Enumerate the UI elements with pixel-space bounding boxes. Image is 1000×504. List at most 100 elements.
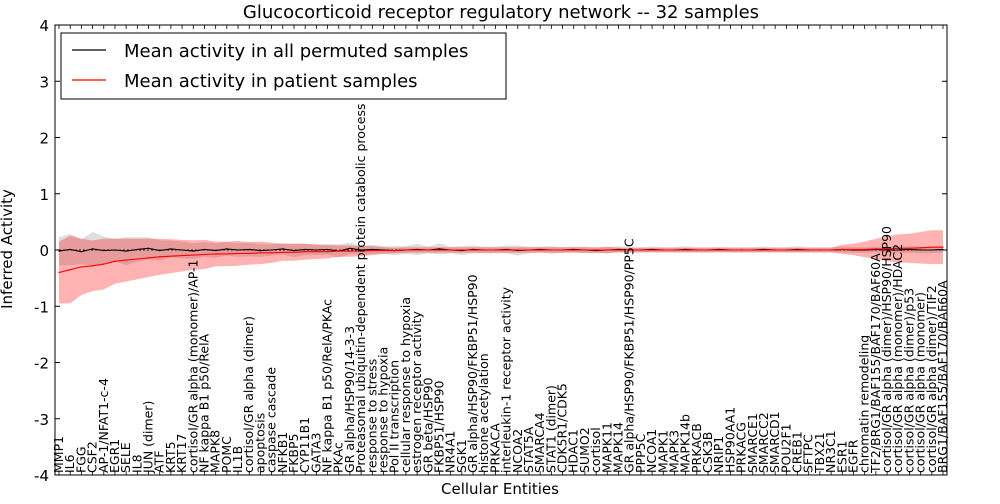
x-tick-label: POMC [219,436,234,473]
patient-point-7 [136,258,138,260]
x-tick-label: SGK1 [454,439,469,473]
patient-point-31 [405,249,407,251]
patient-point-4 [103,263,105,265]
patient-point-19 [271,252,273,254]
patient-point-37 [472,249,474,251]
patient-point-77 [920,247,922,249]
x-tick-label: GATA3 [308,433,323,473]
x-tick-label: cortisol/GR alpha (dimer)/TIF2 [924,285,939,473]
x-tick-label: SELE [118,442,133,473]
x-tick-label: cortisol [588,427,603,473]
x-tick-label: STAT1 (dimer) [543,385,558,473]
x-tick-label: CSF2 [85,441,100,473]
x-tick-label: STAT5A [521,426,536,473]
permuted-point-3 [91,248,94,250]
x-tick-label: FKBP5 [286,434,301,473]
x-tick-label: EGR1 [107,439,122,473]
x-tick-label: CSK3B [700,432,715,473]
x-tick-label: caspase cascade [264,367,279,473]
patient-point-27 [360,250,362,252]
patient-point-30 [394,249,396,252]
permuted-point-16 [237,249,239,251]
patient-point-8 [147,257,150,259]
x-tick-label: NF kappa B1 p50/RelA [197,333,212,473]
patient-point-61 [740,249,743,251]
x-tick-label: NF kappa B1 p50/RelA/PKAc [320,299,335,473]
permuted-point-74 [886,249,888,251]
patient-point-13 [203,253,206,256]
x-tick-label: interleukin-1 receptor activity [499,286,514,473]
y-tick-label: -4 [34,467,49,485]
x-tick-label: PRKACA [487,423,502,473]
x-tick-label: cortisol/GR alpha (dimer)/p53 [901,288,916,473]
patient-point-40 [505,249,508,251]
x-tick-label: cellular response to hypoxia [398,297,413,473]
permuted-point-26 [349,247,351,249]
patient-point-44 [550,249,552,251]
patient-point-73 [875,248,877,250]
y-tick-label: 3 [39,73,49,91]
patient-point-2 [80,266,82,268]
patient-mean-line [58,246,943,274]
patient-point-38 [483,249,485,251]
x-tick-label: HSP90AA1 [722,407,737,473]
y-tick-label: 2 [39,130,49,148]
patient-point-11 [181,255,183,257]
patient-point-67 [808,249,810,251]
patient-point-50 [617,249,620,251]
x-tick-label: AP-1/NFAT1-c-4 [96,378,111,473]
x-tick-label: NCOA2 [510,429,525,473]
x-tick-label: MAPK1 [655,430,670,473]
x-tick-label: SUMO2 [577,427,592,473]
y-tick-label: 4 [39,17,49,35]
plot-area [55,230,947,304]
patient-point-3 [91,265,94,267]
patient-point-18 [259,252,262,254]
permuted-point-24 [326,248,329,251]
y-tick-label: -2 [34,355,49,373]
patient-point-62 [752,249,754,251]
patient-point-28 [371,249,373,252]
permuted-point-0 [58,250,60,252]
x-tick-label: BRG1/BAF155/BAF170/BAF60A [935,280,950,473]
x-tick-label: GR alpha/HSP90/14-3-3 [342,326,357,473]
permuted-point-34 [438,248,441,250]
x-tick-label: MAPK3 [666,430,681,473]
patient-point-74 [886,248,888,250]
permuted-point-22 [304,248,306,251]
x-tick-label: FGG [73,446,88,473]
patient-point-34 [438,249,441,251]
patient-point-32 [416,249,418,251]
patient-point-66 [796,249,799,251]
patient-point-72 [864,248,866,251]
x-tick-label: GR alpha/HSP90/FKBP51/HSP90/PP5C [622,238,637,473]
patient-point-5 [114,260,116,262]
patient-point-69 [830,249,832,251]
x-tick-label: CREB1 [790,431,805,473]
patient-point-64 [774,249,776,251]
x-tick-label: NR3C1 [823,430,838,473]
permuted-point-8 [147,247,150,249]
patient-point-79 [942,246,944,248]
x-tick-label: GR alpha/HSP90/FKBP51/HSP90 [465,274,480,473]
x-tick-label: PRKACG [734,422,749,473]
x-tick-label: Proteasomal ubiquitin-dependent protein … [353,104,368,474]
patient-spread-band [59,230,943,304]
patient-point-21 [293,251,295,253]
x-tick-label: TF2/BRG1/BAF155/BAF170/BAF60A [868,253,883,474]
permuted-point-28 [371,248,373,251]
x-tick-label: EGFR [846,439,861,473]
x-tick-label: PPP5C [633,433,648,473]
axis-ticks: -4 -3 -2 -1 0 1 2 3 4 [34,17,947,485]
permuted-point-4 [103,249,105,252]
patient-point-60 [729,249,731,251]
patient-point-26 [349,250,351,252]
patient-point-68 [819,249,821,251]
permuted-point-78 [931,249,933,251]
patient-point-24 [326,251,329,253]
x-tick-label: NCOA1 [644,429,659,473]
patient-point-41 [517,249,519,251]
x-tick-label: response to stress [364,359,379,473]
x-tick-label: SMARCD1 [767,411,782,473]
x-tick-label: IL6 [62,454,77,473]
